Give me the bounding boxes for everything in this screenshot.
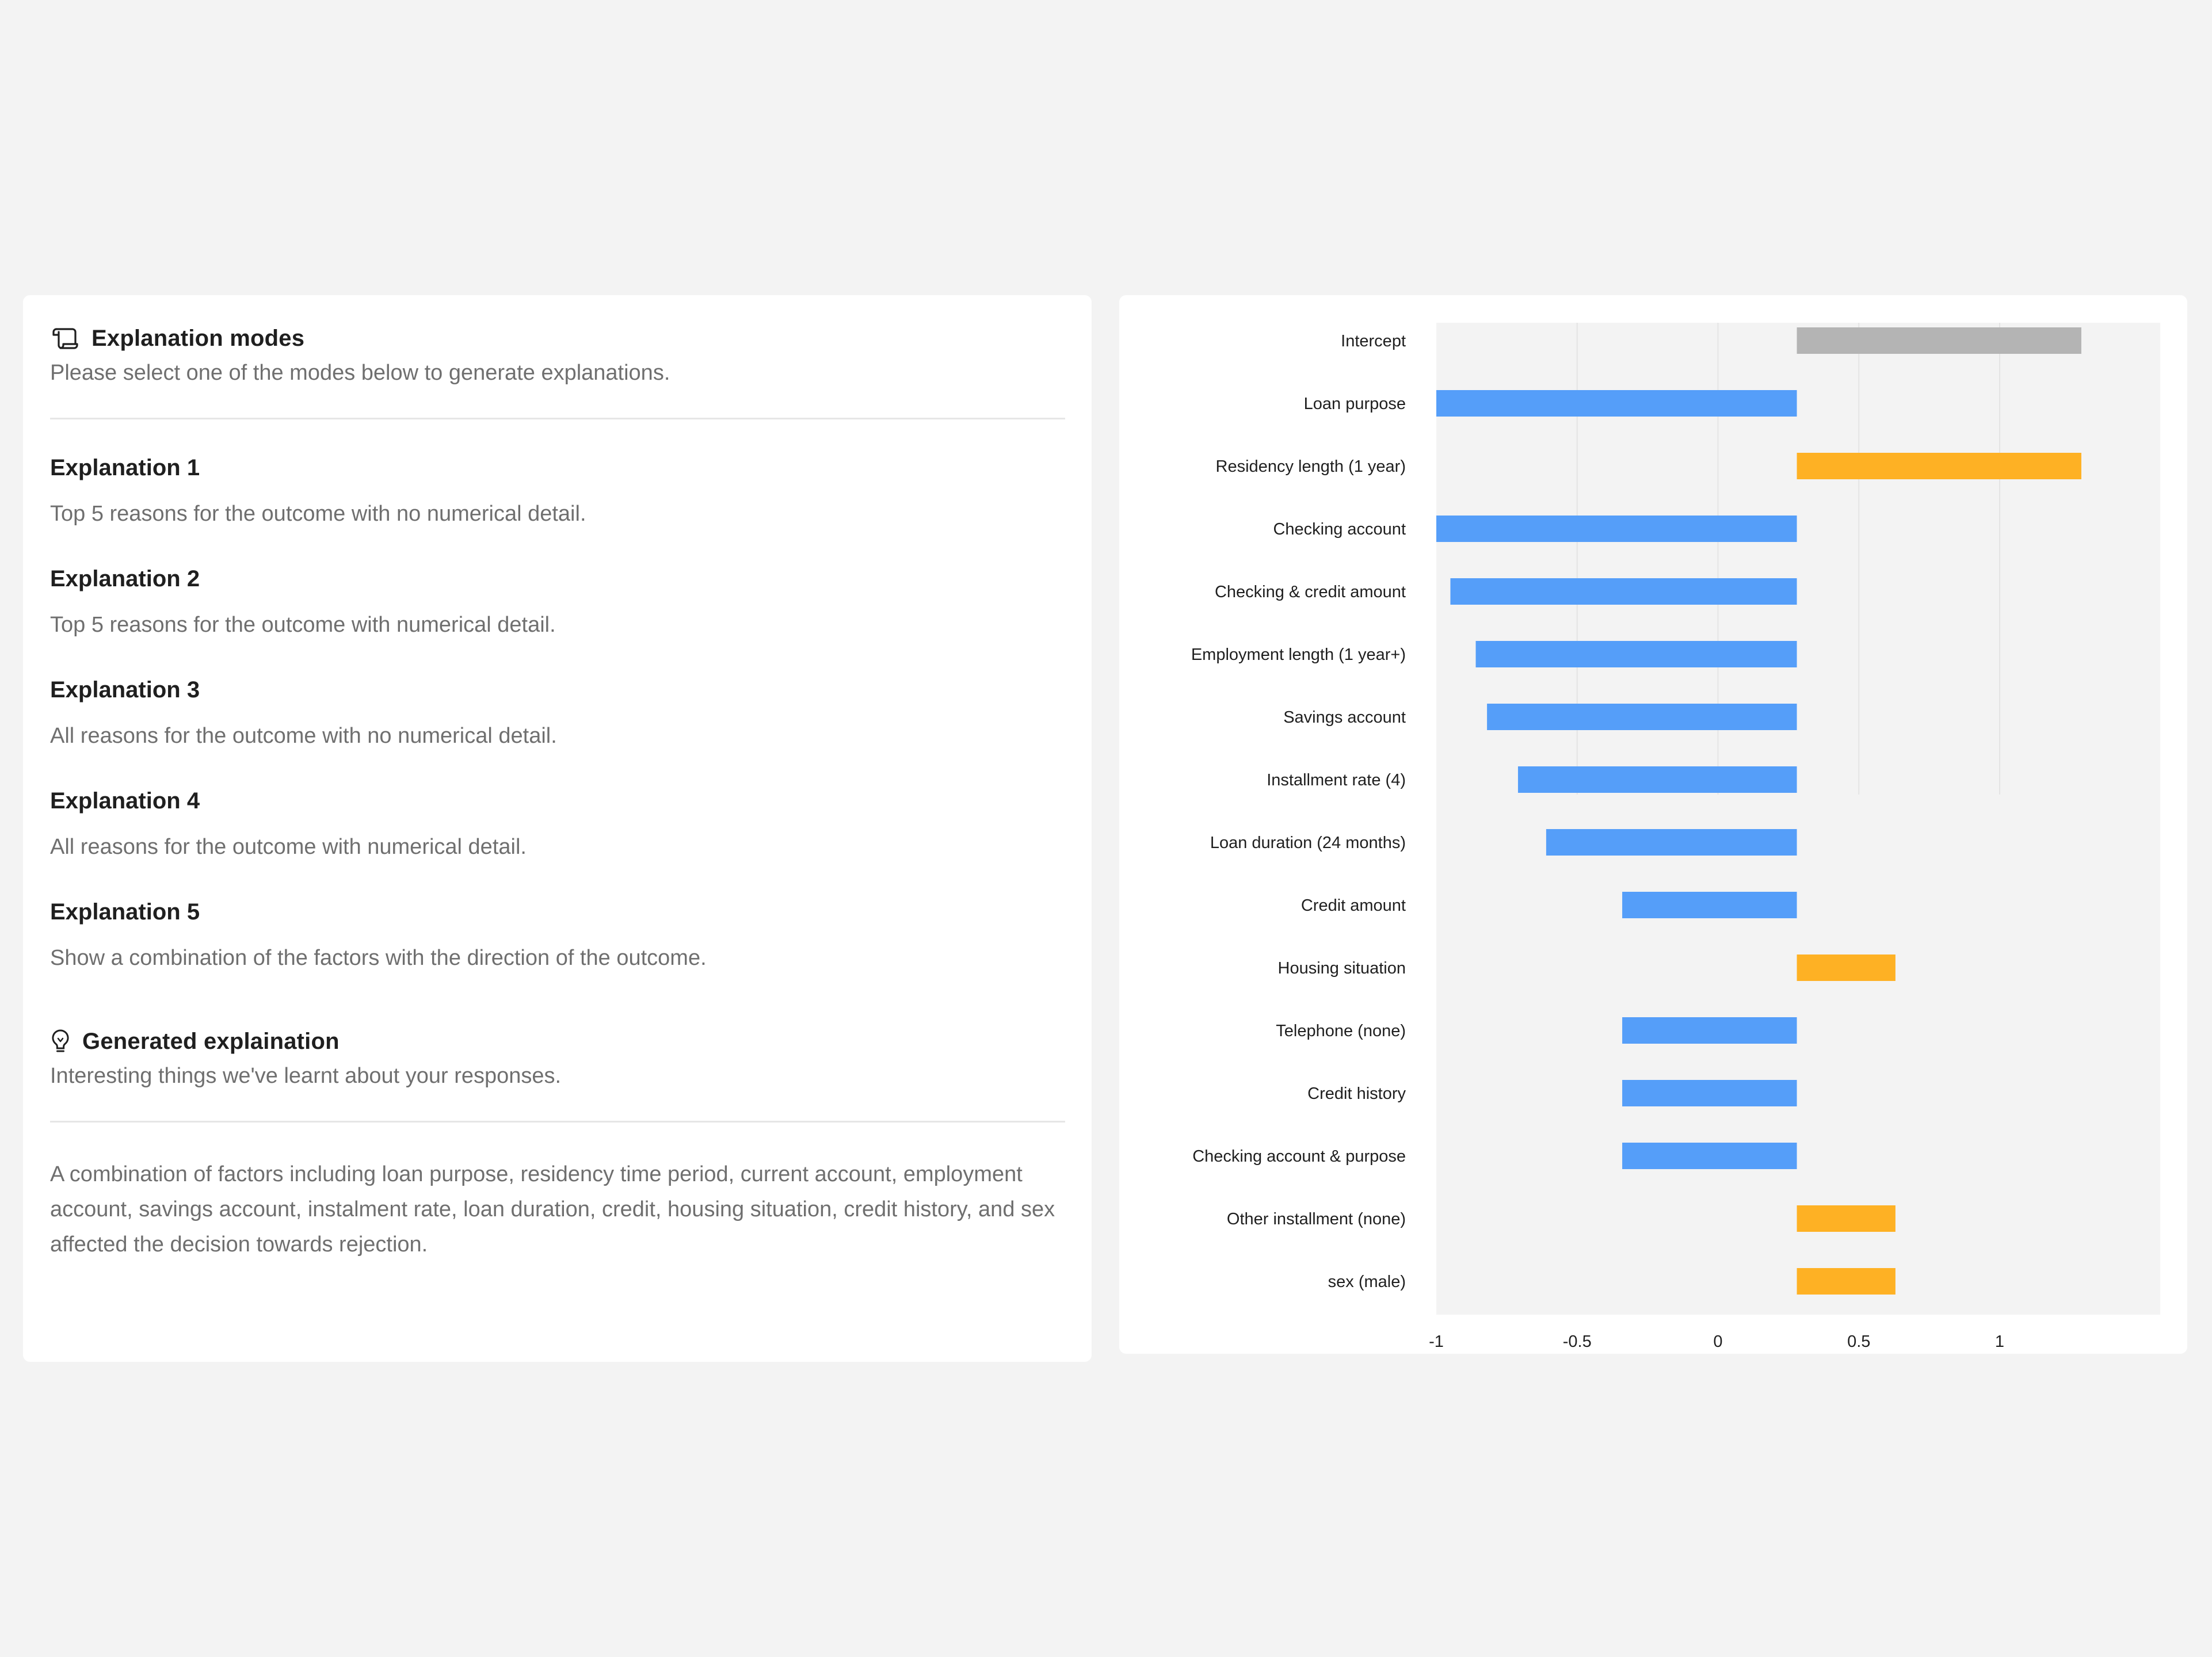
mode-option-2[interactable]: Explanation 2 Top 5 reasons for the outc… bbox=[50, 566, 1065, 637]
divider bbox=[50, 418, 1065, 419]
mode-title: Explanation 1 bbox=[50, 455, 200, 480]
category-label: Credit amount bbox=[1301, 896, 1406, 915]
bar bbox=[1622, 1143, 1797, 1169]
explanation-modes-header: Explanation modes bbox=[50, 324, 1065, 353]
category-label: Intercept bbox=[1341, 332, 1406, 350]
bar bbox=[1436, 516, 1797, 542]
mode-option-4[interactable]: Explanation 4 All reasons for the outcom… bbox=[50, 788, 1065, 860]
bar bbox=[1797, 453, 2081, 479]
category-label: Loan duration (24 months) bbox=[1210, 834, 1406, 852]
mode-title: Explanation 2 bbox=[50, 566, 200, 591]
lightbulb-icon bbox=[50, 1027, 71, 1056]
x-tick-label: 1 bbox=[1995, 1333, 2004, 1351]
category-label: Telephone (none) bbox=[1276, 1022, 1406, 1040]
mode-description: All reasons for the outcome with no nume… bbox=[50, 724, 557, 748]
divider bbox=[50, 1121, 1065, 1123]
category-label: Employment length (1 year+) bbox=[1191, 646, 1406, 664]
generated-explanation-title: Generated explaination bbox=[82, 1028, 340, 1054]
bar bbox=[1546, 829, 1797, 856]
category-label: Checking account bbox=[1273, 520, 1406, 539]
category-label: Checking account & purpose bbox=[1192, 1147, 1406, 1166]
explanation-modes-title: Explanation modes bbox=[91, 325, 305, 351]
bar bbox=[1517, 766, 1797, 793]
bar bbox=[1487, 704, 1797, 730]
plot-background bbox=[1436, 323, 2160, 1315]
bar bbox=[1622, 1080, 1797, 1106]
explanation-modes-subtitle: Please select one of the modes below to … bbox=[50, 361, 670, 385]
bar bbox=[1797, 327, 2081, 354]
explanation-modes-panel: Explanation modes Please select one of t… bbox=[23, 295, 1092, 1362]
mode-title: Explanation 3 bbox=[50, 677, 200, 702]
bar bbox=[1450, 578, 1797, 605]
mode-title: Explanation 4 bbox=[50, 788, 200, 814]
scroll-icon bbox=[50, 324, 79, 353]
mode-option-1[interactable]: Explanation 1 Top 5 reasons for the outc… bbox=[50, 455, 1065, 526]
bar bbox=[1622, 1017, 1797, 1044]
mode-description: All reasons for the outcome with numeric… bbox=[50, 835, 527, 859]
bar bbox=[1797, 1205, 1896, 1232]
mode-option-3[interactable]: Explanation 3 All reasons for the outcom… bbox=[50, 677, 1065, 749]
category-label: Housing situation bbox=[1278, 959, 1406, 978]
mode-description: Top 5 reasons for the outcome with no nu… bbox=[50, 502, 586, 526]
mode-list: Explanation 1 Top 5 reasons for the outc… bbox=[50, 455, 1065, 971]
category-label: Other installment (none) bbox=[1227, 1210, 1406, 1228]
bar bbox=[1475, 641, 1797, 667]
generated-explanation-subtitle: Interesting things we've learnt about yo… bbox=[50, 1064, 562, 1088]
mode-description: Top 5 reasons for the outcome with numer… bbox=[50, 613, 556, 637]
generated-explanation-section: Generated explaination Interesting thing… bbox=[50, 1027, 1065, 1262]
x-tick-label: -0.5 bbox=[1563, 1333, 1592, 1351]
generated-explanation-header: Generated explaination bbox=[50, 1027, 1065, 1056]
x-tick-label: 0 bbox=[1713, 1333, 1722, 1351]
bar bbox=[1797, 1268, 1896, 1295]
category-label: Credit history bbox=[1307, 1085, 1406, 1103]
generated-explanation-text: A combination of factors including loan … bbox=[50, 1162, 1055, 1257]
category-label: Checking & credit amount bbox=[1215, 583, 1406, 601]
category-label: Residency length (1 year) bbox=[1216, 457, 1406, 476]
category-label: sex (male) bbox=[1328, 1273, 1406, 1291]
feature-contribution-chart: Intercept Loan purpose Residency length (1… bbox=[1191, 323, 2160, 1351]
mode-description: Show a combination of the factors with t… bbox=[50, 946, 707, 970]
bar bbox=[1797, 955, 1896, 981]
x-tick-label: 0.5 bbox=[1847, 1333, 1870, 1351]
category-label: Savings account bbox=[1283, 708, 1406, 727]
category-label: Loan purpose bbox=[1304, 395, 1406, 413]
bar bbox=[1622, 892, 1797, 918]
feature-contribution-chart-panel: Intercept Loan purpose Residency length (1… bbox=[1119, 295, 2187, 1354]
mode-title: Explanation 5 bbox=[50, 899, 200, 925]
x-tick-label: -1 bbox=[1429, 1333, 1444, 1351]
bar bbox=[1436, 390, 1797, 417]
mode-option-5[interactable]: Explanation 5 Show a combination of the … bbox=[50, 899, 1065, 971]
category-label: Installment rate (4) bbox=[1267, 771, 1406, 789]
